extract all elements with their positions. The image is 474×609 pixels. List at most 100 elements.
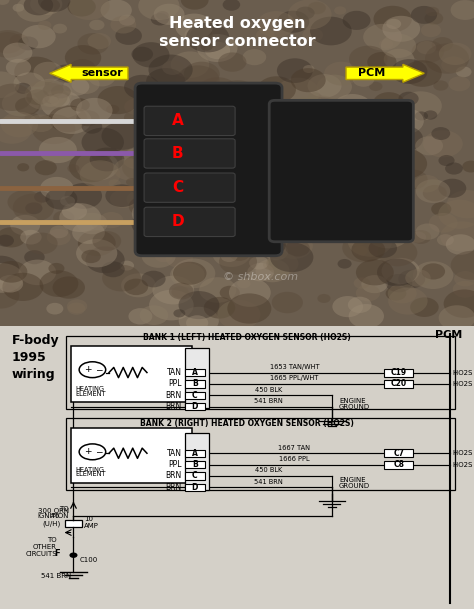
Circle shape bbox=[92, 231, 121, 251]
Circle shape bbox=[76, 239, 118, 267]
Circle shape bbox=[378, 239, 418, 266]
Bar bbox=[185, 369, 205, 376]
Circle shape bbox=[126, 178, 137, 186]
Circle shape bbox=[101, 122, 142, 150]
Circle shape bbox=[353, 72, 374, 87]
Circle shape bbox=[76, 213, 108, 234]
Circle shape bbox=[413, 261, 453, 289]
Circle shape bbox=[28, 114, 54, 132]
Circle shape bbox=[25, 80, 68, 110]
Circle shape bbox=[13, 4, 24, 12]
Circle shape bbox=[46, 188, 77, 209]
Circle shape bbox=[221, 250, 237, 262]
Circle shape bbox=[39, 270, 78, 297]
Circle shape bbox=[272, 292, 303, 313]
Circle shape bbox=[285, 180, 307, 195]
Circle shape bbox=[316, 163, 359, 194]
Circle shape bbox=[45, 94, 59, 104]
Text: C: C bbox=[172, 180, 183, 195]
Circle shape bbox=[236, 100, 269, 123]
Circle shape bbox=[39, 137, 77, 163]
Circle shape bbox=[100, 212, 123, 228]
Circle shape bbox=[10, 215, 40, 236]
Circle shape bbox=[370, 172, 406, 197]
Circle shape bbox=[256, 29, 275, 41]
Text: 450 BLK: 450 BLK bbox=[255, 467, 282, 473]
Circle shape bbox=[426, 7, 439, 16]
Circle shape bbox=[18, 37, 38, 51]
Circle shape bbox=[334, 6, 346, 15]
Circle shape bbox=[421, 263, 445, 280]
Circle shape bbox=[386, 126, 423, 152]
Text: © shbox.com: © shbox.com bbox=[223, 272, 298, 282]
Circle shape bbox=[19, 259, 56, 285]
Circle shape bbox=[0, 275, 23, 292]
Circle shape bbox=[433, 80, 448, 91]
Circle shape bbox=[80, 160, 120, 188]
Circle shape bbox=[363, 24, 402, 51]
Circle shape bbox=[48, 105, 87, 132]
Circle shape bbox=[142, 135, 156, 144]
Circle shape bbox=[64, 183, 102, 209]
Text: PPL: PPL bbox=[168, 379, 182, 389]
Circle shape bbox=[190, 18, 202, 27]
Circle shape bbox=[148, 55, 193, 85]
Text: HEATING: HEATING bbox=[76, 466, 105, 473]
Circle shape bbox=[399, 92, 419, 105]
Circle shape bbox=[367, 52, 397, 72]
Circle shape bbox=[369, 239, 397, 258]
Bar bbox=[384, 380, 413, 388]
Circle shape bbox=[276, 78, 320, 108]
Circle shape bbox=[288, 0, 332, 29]
Circle shape bbox=[166, 249, 193, 268]
Circle shape bbox=[140, 186, 173, 209]
Circle shape bbox=[184, 26, 213, 45]
Bar bbox=[66, 418, 455, 490]
Circle shape bbox=[237, 279, 251, 288]
Circle shape bbox=[100, 0, 132, 21]
Circle shape bbox=[24, 250, 45, 264]
Circle shape bbox=[365, 213, 392, 232]
Text: HO2S HIGH: HO2S HIGH bbox=[453, 462, 474, 468]
Circle shape bbox=[384, 49, 414, 70]
Circle shape bbox=[156, 128, 185, 148]
Circle shape bbox=[62, 203, 87, 220]
Circle shape bbox=[101, 261, 125, 277]
Circle shape bbox=[347, 149, 386, 176]
Circle shape bbox=[219, 248, 257, 275]
Circle shape bbox=[136, 166, 168, 187]
Text: D: D bbox=[191, 483, 198, 491]
Circle shape bbox=[88, 68, 115, 86]
Circle shape bbox=[22, 25, 55, 48]
Bar bbox=[384, 368, 413, 376]
Text: #6
(U/H): #6 (U/H) bbox=[42, 513, 60, 527]
Circle shape bbox=[170, 263, 205, 287]
Circle shape bbox=[454, 271, 474, 286]
Circle shape bbox=[348, 226, 392, 256]
Text: ELEMENT: ELEMENT bbox=[76, 391, 107, 397]
Circle shape bbox=[2, 91, 39, 116]
Bar bbox=[185, 461, 205, 468]
Text: BRN: BRN bbox=[165, 471, 182, 481]
Circle shape bbox=[383, 16, 420, 42]
Circle shape bbox=[416, 224, 439, 240]
Circle shape bbox=[249, 160, 273, 177]
Circle shape bbox=[186, 315, 208, 331]
Circle shape bbox=[53, 24, 67, 33]
Circle shape bbox=[2, 273, 44, 301]
Circle shape bbox=[141, 270, 165, 287]
Circle shape bbox=[341, 181, 362, 195]
Circle shape bbox=[196, 126, 209, 135]
Circle shape bbox=[271, 183, 307, 208]
Circle shape bbox=[197, 88, 230, 111]
Circle shape bbox=[72, 75, 100, 94]
Text: 541 BRN: 541 BRN bbox=[41, 574, 71, 579]
Circle shape bbox=[354, 278, 370, 289]
Circle shape bbox=[284, 151, 323, 177]
Text: BRN: BRN bbox=[165, 483, 182, 491]
Circle shape bbox=[46, 303, 64, 314]
Circle shape bbox=[166, 207, 185, 220]
Circle shape bbox=[302, 28, 323, 42]
Circle shape bbox=[462, 161, 474, 172]
Circle shape bbox=[82, 128, 124, 157]
